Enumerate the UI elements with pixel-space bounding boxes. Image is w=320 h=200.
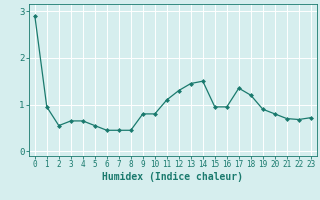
X-axis label: Humidex (Indice chaleur): Humidex (Indice chaleur) <box>102 172 243 182</box>
